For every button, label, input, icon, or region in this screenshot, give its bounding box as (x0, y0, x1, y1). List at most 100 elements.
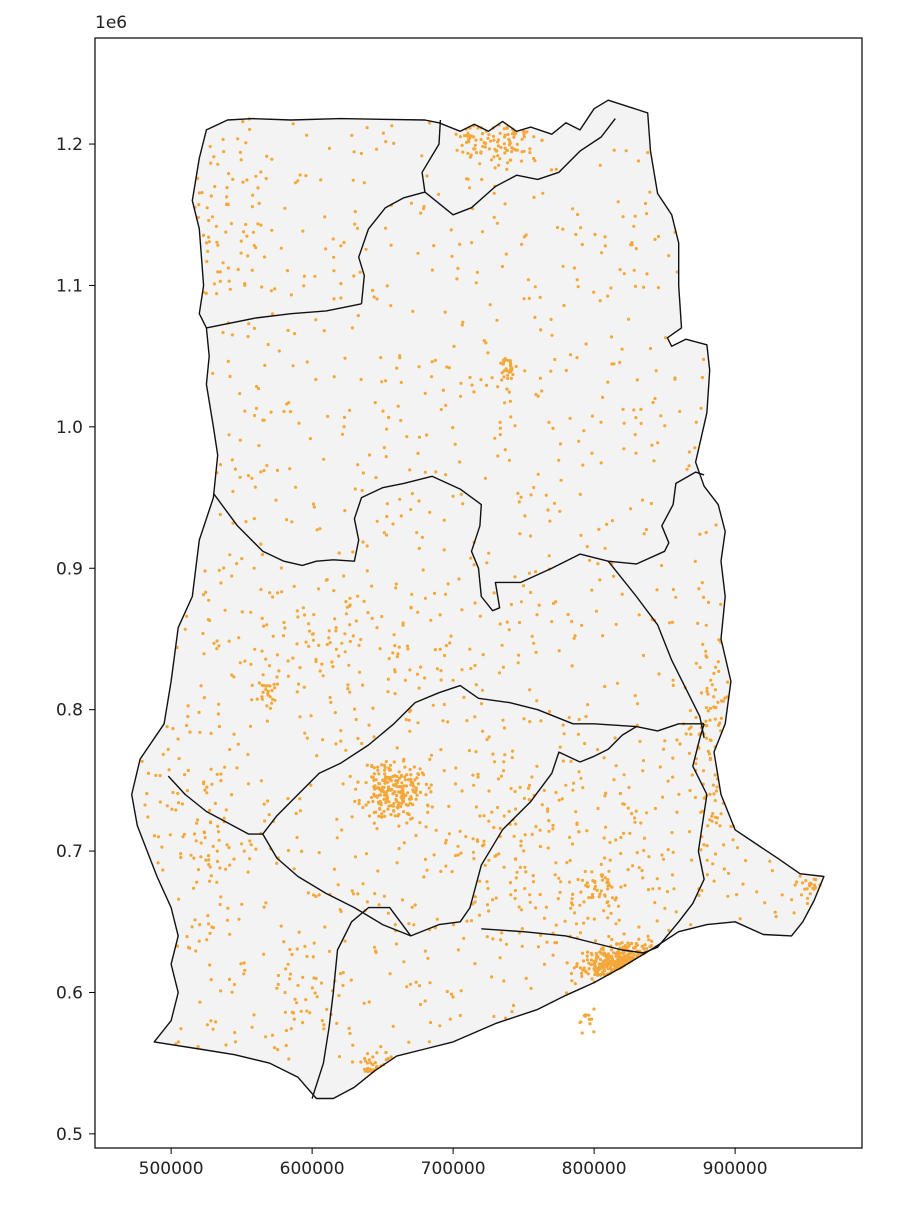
scatter-point (805, 901, 810, 906)
scatter-point (466, 177, 470, 181)
scatter-point (407, 922, 411, 926)
scatter-point (637, 937, 641, 941)
scatter-point (253, 647, 257, 651)
scatter-point (145, 791, 149, 796)
scatter-point (701, 642, 705, 647)
scatter-point (195, 821, 199, 825)
scatter-point (530, 832, 534, 837)
scatter-point (535, 613, 539, 617)
scatter-point (572, 966, 576, 970)
scatter-point (459, 492, 463, 496)
scatter-point (319, 178, 323, 182)
scatter-point (342, 240, 346, 245)
scatter-point (722, 867, 727, 871)
scatter-point (439, 748, 443, 752)
scatter-point (451, 678, 455, 682)
scatter-point (711, 862, 715, 866)
scatter-point (699, 691, 704, 695)
scatter-point (349, 978, 353, 982)
scatter-point (343, 356, 347, 360)
scatter-point (337, 1055, 342, 1059)
scatter-point (713, 852, 718, 856)
scatter-point (800, 881, 805, 885)
scatter-point (702, 357, 706, 361)
scatter-point (302, 685, 306, 689)
scatter-point (518, 532, 522, 536)
scatter-point (215, 647, 219, 651)
scatter-point (357, 643, 361, 648)
scatter-point (276, 1048, 280, 1052)
scatter-point (372, 778, 376, 783)
scatter-point (366, 611, 370, 615)
scatter-point (635, 702, 640, 706)
scatter-point (546, 846, 550, 850)
scatter-point (232, 732, 236, 736)
scatter-point (201, 233, 206, 237)
scatter-point (262, 624, 266, 628)
scatter-point (230, 673, 234, 677)
scatter-point (632, 408, 636, 412)
scatter-point (322, 1023, 326, 1027)
scatter-point (690, 773, 694, 777)
scatter-point (550, 620, 554, 624)
scatter-point (586, 972, 590, 976)
scatter-point (248, 127, 252, 132)
scatter-point (570, 664, 574, 668)
scatter-point (335, 836, 339, 840)
scatter-point (332, 269, 336, 273)
scatter-point (288, 977, 292, 981)
scatter-point (259, 542, 263, 546)
scatter-point (317, 893, 321, 897)
scatter-point (603, 893, 607, 897)
scatter-point (380, 812, 384, 816)
scatter-point (612, 778, 616, 782)
scatter-point (614, 922, 618, 926)
scatter-point (205, 785, 209, 789)
scatter-point (646, 888, 651, 892)
scatter-point (473, 663, 477, 668)
scatter-point (497, 163, 501, 167)
scatter-point (602, 964, 606, 968)
scatter-point (532, 135, 536, 139)
scatter-point (639, 421, 643, 426)
scatter-point (473, 900, 477, 904)
scatter-point (197, 710, 201, 715)
scatter-point (265, 463, 269, 468)
scatter-point (412, 765, 416, 769)
scatter-point (735, 846, 740, 850)
scatter-point (473, 895, 477, 899)
scatter-point (458, 394, 463, 398)
scatter-point (308, 1011, 312, 1015)
region-boundary-4 (212, 471, 705, 612)
scatter-point (511, 372, 515, 377)
scatter-point (605, 900, 609, 905)
scatter-point (206, 914, 210, 918)
scatter-point (365, 126, 369, 130)
scatter-point (645, 947, 649, 951)
scatter-point (513, 789, 517, 794)
scatter-point (230, 574, 234, 578)
scatter-point (493, 436, 497, 440)
scatter-point (378, 647, 382, 651)
scatter-point (364, 803, 368, 807)
scatter-point (436, 192, 441, 196)
scatter-point (264, 657, 268, 661)
scatter-point (713, 799, 717, 803)
scatter-point (614, 954, 618, 958)
scatter-point (589, 896, 594, 900)
scatter-point (399, 418, 403, 423)
scatter-point (423, 857, 428, 862)
scatter-point (712, 792, 716, 796)
scatter-point (384, 1058, 388, 1062)
scatter-point (646, 151, 650, 155)
scatter-point (533, 285, 537, 289)
scatter-point (366, 1052, 370, 1056)
scatter-point (203, 569, 207, 573)
scatter-point (798, 874, 802, 878)
scatter-point (361, 882, 365, 886)
scatter-point (425, 868, 429, 872)
scatter-point (641, 759, 646, 763)
scatter-point (334, 629, 338, 633)
scatter-point (462, 695, 466, 700)
scatter-point (444, 473, 448, 477)
